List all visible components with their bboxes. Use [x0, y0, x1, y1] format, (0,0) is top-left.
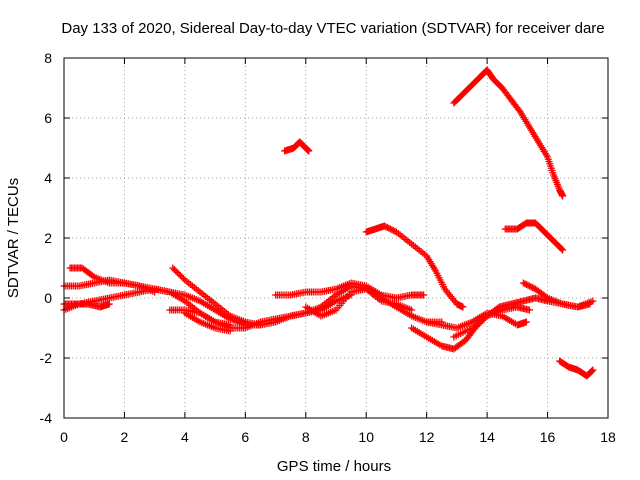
data-point [256, 321, 264, 329]
series-track-18 [556, 357, 597, 380]
data-point [176, 272, 184, 279]
data-point [380, 222, 388, 230]
data-point [170, 266, 178, 273]
data-point [226, 327, 234, 335]
x-tick-label: 2 [121, 429, 129, 445]
y-tick-label: -2 [40, 350, 53, 366]
x-tick-label: 10 [358, 429, 374, 445]
data-point [559, 192, 567, 200]
data-point [178, 273, 186, 281]
data-point [521, 280, 529, 288]
series-track-11 [362, 222, 467, 311]
data-point [408, 306, 416, 314]
data-point [151, 288, 159, 296]
data-point [524, 281, 532, 289]
y-tick-label: 8 [44, 50, 52, 66]
data-point [169, 264, 177, 272]
axis-tick-labels: 0 2 4 6 8 10 12 14 16 18 -4 -2 0 2 4 6 8 [40, 50, 616, 445]
series-track-3 [60, 300, 113, 311]
data-point [558, 245, 566, 253]
data-point [589, 366, 597, 374]
data-point [522, 281, 530, 288]
y-tick-label: 6 [44, 110, 52, 126]
x-tick-label: 18 [600, 429, 616, 445]
data-point [420, 291, 428, 299]
data-point [383, 224, 391, 231]
y-tick-label: 0 [44, 290, 52, 306]
data-point [173, 269, 181, 276]
x-tick-label: 14 [479, 429, 495, 445]
data-point [519, 279, 527, 287]
x-tick-label: 8 [302, 429, 310, 445]
axis-ticks [63, 57, 609, 419]
data-point [172, 267, 180, 275]
series-track-17 [450, 303, 533, 341]
series-track-9 [302, 285, 416, 320]
series-track-12 [450, 66, 567, 200]
y-tick-label: -4 [40, 410, 53, 426]
data-point [525, 306, 533, 314]
data-point [588, 367, 596, 375]
data-point [388, 226, 396, 234]
series-track-5 [169, 264, 264, 329]
x-tick-label: 6 [241, 429, 249, 445]
data-point [305, 147, 313, 155]
data-point [589, 297, 597, 305]
data-point [389, 227, 397, 234]
data-point [226, 321, 234, 329]
data-point [525, 282, 533, 290]
data-point [386, 225, 394, 233]
y-tick-label: 2 [44, 230, 52, 246]
data-point [385, 224, 393, 232]
y-tick-label: 4 [44, 170, 52, 186]
data-point [175, 270, 183, 278]
grid [64, 58, 608, 418]
data-point [587, 368, 595, 375]
data-point [459, 303, 467, 311]
series-track-10 [281, 138, 313, 155]
x-tick-label: 16 [540, 429, 556, 445]
data-point [559, 246, 567, 254]
data-point [179, 275, 187, 282]
series-track-7 [181, 309, 234, 335]
data-point [382, 223, 390, 231]
data-point [105, 300, 113, 308]
data-point [528, 284, 536, 291]
series-track-13 [501, 219, 567, 254]
x-tick-label: 12 [419, 429, 435, 445]
y-axis-title: SDTVAR / TECUs [5, 178, 22, 298]
series-track-8 [272, 279, 428, 302]
x-axis-title: GPS time / hours [277, 458, 391, 475]
x-tick-label: 0 [60, 429, 68, 445]
data-point [527, 283, 535, 291]
chart-title: Day 133 of 2020, Sidereal Day-to-day VTE… [61, 20, 604, 37]
series-track-16 [519, 279, 597, 311]
data-point [522, 318, 530, 326]
x-tick-label: 4 [181, 429, 189, 445]
data-series [60, 66, 597, 380]
series-track-4 [66, 264, 159, 296]
